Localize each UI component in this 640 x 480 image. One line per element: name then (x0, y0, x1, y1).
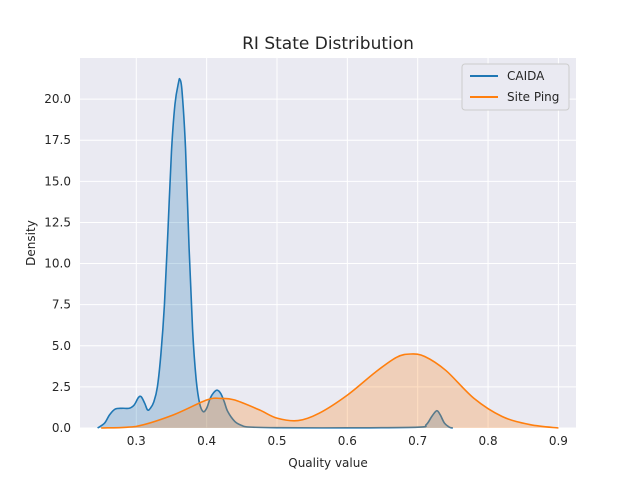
legend-label-site-ping: Site Ping (507, 90, 559, 104)
chart-title: RI State Distribution (242, 34, 414, 54)
area-site-ping (101, 353, 559, 428)
legend: CAIDA Site Ping (461, 63, 570, 111)
y-axis-label: Density (24, 220, 38, 266)
grid-lines (80, 58, 576, 429)
x-tick-label: 0.4 (197, 434, 216, 448)
y-tick-label: 12.5 (44, 215, 71, 229)
x-axis-label: Quality value (288, 456, 367, 470)
x-tick-label: 0.3 (127, 434, 146, 448)
y-tick-label: 20.0 (44, 92, 71, 106)
x-tick-label: 0.5 (267, 434, 286, 448)
line-site-ping (101, 353, 559, 429)
y-tick-label: 17.5 (44, 133, 71, 147)
y-tick-label: 2.5 (52, 380, 71, 394)
tick-labels: 0.3 0.4 0.5 0.6 0.7 0.8 0.9 0.0 2.5 5.0 7.5 10.0 12.… (44, 92, 568, 448)
x-tick-label: 0.9 (549, 434, 568, 448)
y-tick-label: 7.5 (52, 298, 71, 312)
y-tick-label: 5.0 (52, 339, 71, 353)
series-layer (97, 77, 559, 429)
y-tick-label: 10.0 (44, 257, 71, 271)
area-caida (97, 78, 453, 429)
y-tick-label: 15.0 (44, 174, 71, 188)
x-tick-label: 0.7 (408, 434, 427, 448)
line-caida (97, 77, 454, 429)
x-tick-label: 0.6 (338, 434, 357, 448)
plot-background (80, 58, 576, 428)
legend-label-caida: CAIDA (507, 69, 545, 83)
y-tick-label: 0.0 (52, 421, 71, 435)
x-tick-label: 0.8 (479, 434, 498, 448)
